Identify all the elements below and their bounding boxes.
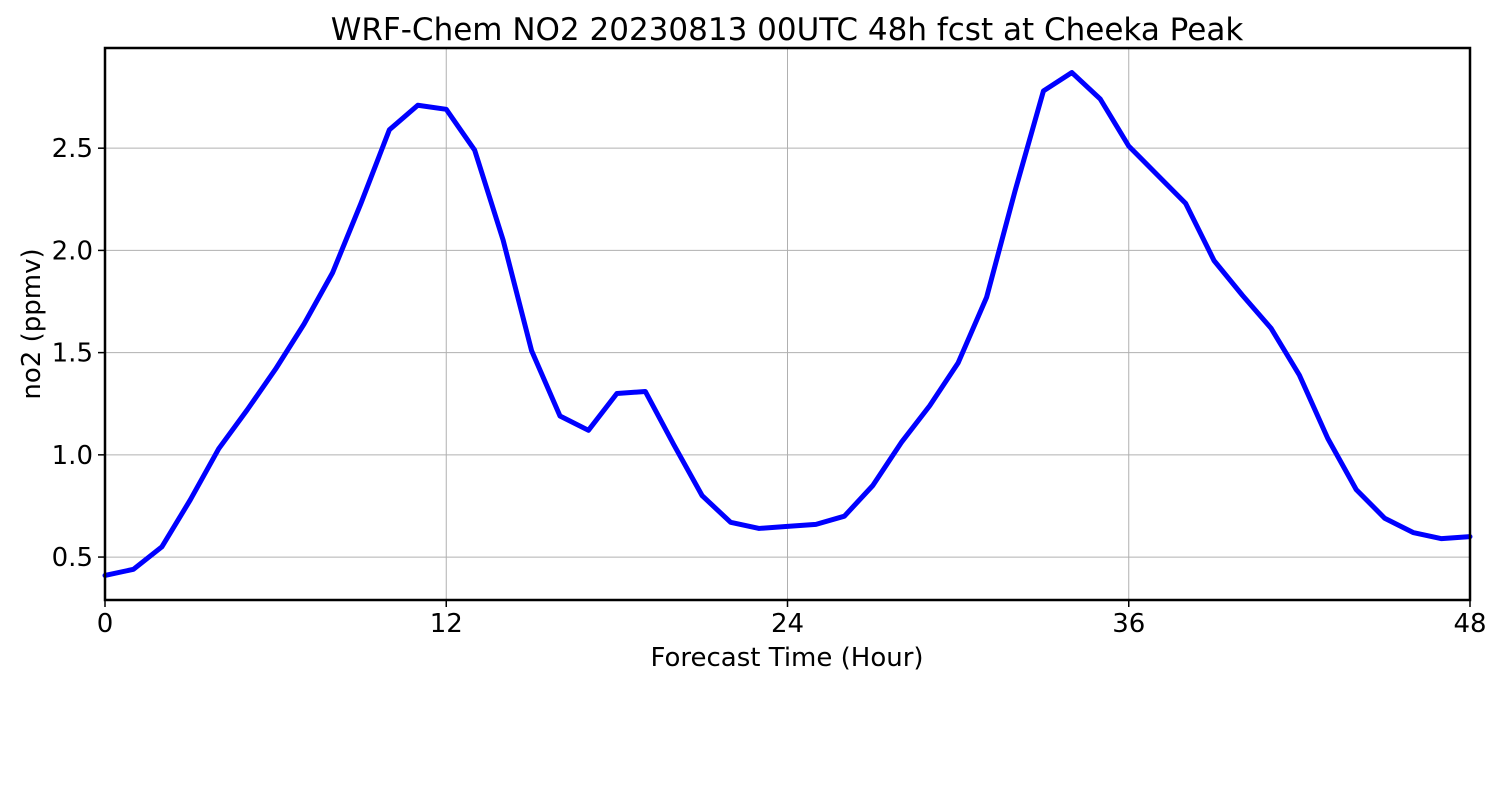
y-axis-label: no2 (ppmv) bbox=[17, 248, 47, 399]
x-tick-label: 24 bbox=[771, 609, 804, 639]
y-tick-label: 1.5 bbox=[52, 339, 93, 369]
x-axis-label: Forecast Time (Hour) bbox=[650, 643, 923, 673]
no2-series-line bbox=[102, 70, 1473, 578]
y-tick-label: 0.5 bbox=[52, 543, 93, 573]
y-tick-label: 2.5 bbox=[52, 134, 93, 164]
series-layer bbox=[102, 70, 1473, 578]
x-tick-label: 0 bbox=[97, 609, 114, 639]
y-tick-label: 2.0 bbox=[52, 236, 93, 266]
chart-title: WRF-Chem NO2 20230813 00UTC 48h fcst at … bbox=[331, 12, 1244, 48]
x-tick-label: 48 bbox=[1453, 609, 1486, 639]
x-tick-label: 36 bbox=[1112, 609, 1145, 639]
axis-ticks: 0 12 24 36 48 0.5 1.0 1.5 2.0 2.5 bbox=[52, 134, 1487, 639]
x-tick-label: 12 bbox=[430, 609, 463, 639]
y-tick-label: 1.0 bbox=[52, 441, 93, 471]
